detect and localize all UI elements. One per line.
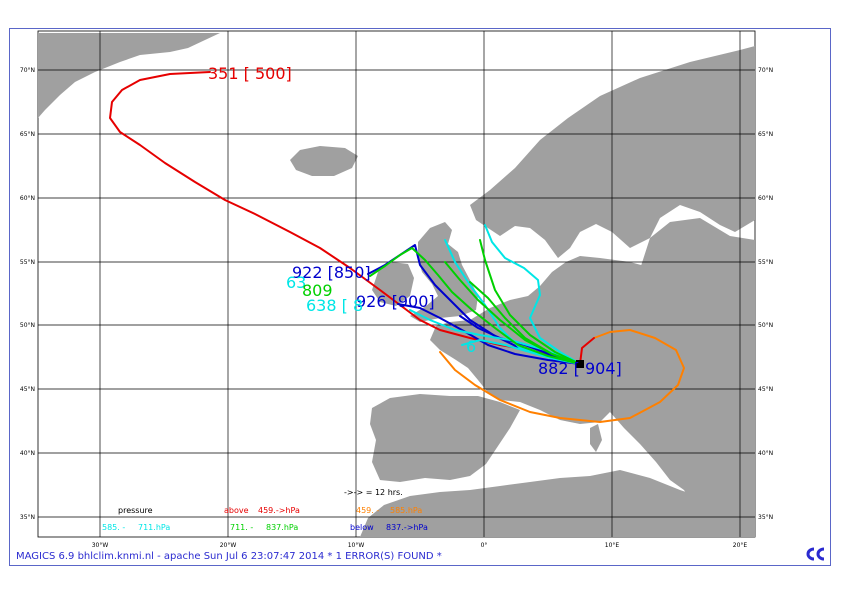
sicily [662,492,688,504]
lat-label: 40°N [20,450,35,457]
lat-label: 35°N [20,514,35,521]
legend-range-2: 585. - [102,523,125,532]
north-africa [360,470,755,537]
lon-label: 20°E [733,542,748,549]
label-blue-1: 922 [850] [292,263,371,282]
trajectory-green-1 [479,239,581,365]
corsica [590,424,602,452]
lon-label: 30°W [92,542,109,549]
lat-labels-right: 70°N 65°N 60°N 55°N 50°N 45°N 40°N 35°N [758,67,773,521]
iberia [370,394,520,482]
lat-label: 65°N [758,131,773,138]
lat-label: 70°N [20,67,35,74]
label-cyan-1: 638 [ 8 [306,296,363,315]
legend-above: above [224,506,249,515]
lat-labels-left: 70°N 65°N 60°N 55°N 50°N 45°N 40°N 35°N [20,67,35,521]
balkans [690,405,755,500]
lon-label: 0° [481,542,488,549]
graticule [38,31,755,537]
label-blue-2: 926 [900] [356,292,435,311]
trajectory-green-4 [469,281,581,365]
label-origin: 882 [ 904] [538,359,622,378]
lat-label: 60°N [758,195,773,202]
legend-range-2-value: 711.hPa [138,523,170,532]
trajectory-cyan-1 [484,224,581,365]
italy [610,410,690,490]
greenland [38,33,220,118]
great-britain [410,222,478,322]
lat-label: 50°N [20,322,35,329]
label-green: 809 [302,281,333,300]
lat-label: 40°N [758,450,773,457]
trajectory-red [109,71,581,365]
legend-below: below [350,523,374,532]
trajectory-labels: 351 [ 500] 922 [850] 63 809 926 [900] 63… [208,64,622,378]
trajectory-green-3 [369,247,581,365]
lat-label: 35°N [758,514,773,521]
lon-label: 10°W [348,542,365,549]
trajectory-blue-2 [397,303,581,365]
legend-range-3: 711. - [230,523,253,532]
footer-status: MAGICS 6.9 bhlclim.knmi.nl - apache Sun … [16,551,442,562]
lat-label: 70°N [758,67,773,74]
lon-label: 20°W [220,542,237,549]
lat-label: 45°N [758,386,773,393]
legend-below-value: 837.->hPa [386,523,428,532]
label-cyan-2: 63 [286,273,306,292]
lat-label: 60°N [20,195,35,202]
trajectory-red-short [579,337,595,365]
lon-labels: 30°W 20°W 10°W 0° 10°E 20°E [92,542,748,549]
lat-label: 65°N [20,131,35,138]
legend-arrow-note: ->-> = 12 hrs. [344,488,403,497]
trajectories [109,71,685,423]
lat-label: 55°N [20,259,35,266]
legend-range-1: 459. - [356,506,379,515]
lat-label: 55°N [758,259,773,266]
lon-label: 10°E [605,542,620,549]
lat-label: 50°N [758,322,773,329]
iceland [290,146,358,176]
legend: ->-> = 12 hrs. pressure above 459.->hPa … [102,488,428,532]
lat-label: 45°N [20,386,35,393]
legend-range-3-value: 837.hPa [266,523,298,532]
legend-range-1-value: 585.hPa [390,506,422,515]
label-red: 351 [ 500] [208,64,292,83]
scandinavia [470,46,755,258]
land [38,33,755,537]
trajectory-orange [439,329,685,423]
legend-pressure-title: pressure [118,506,153,515]
origin-marker [576,360,584,368]
map-frame [9,28,831,566]
label-cyan-3: 6 [466,337,476,356]
legend-above-value: 459.->hPa [258,506,300,515]
ireland [372,262,414,306]
